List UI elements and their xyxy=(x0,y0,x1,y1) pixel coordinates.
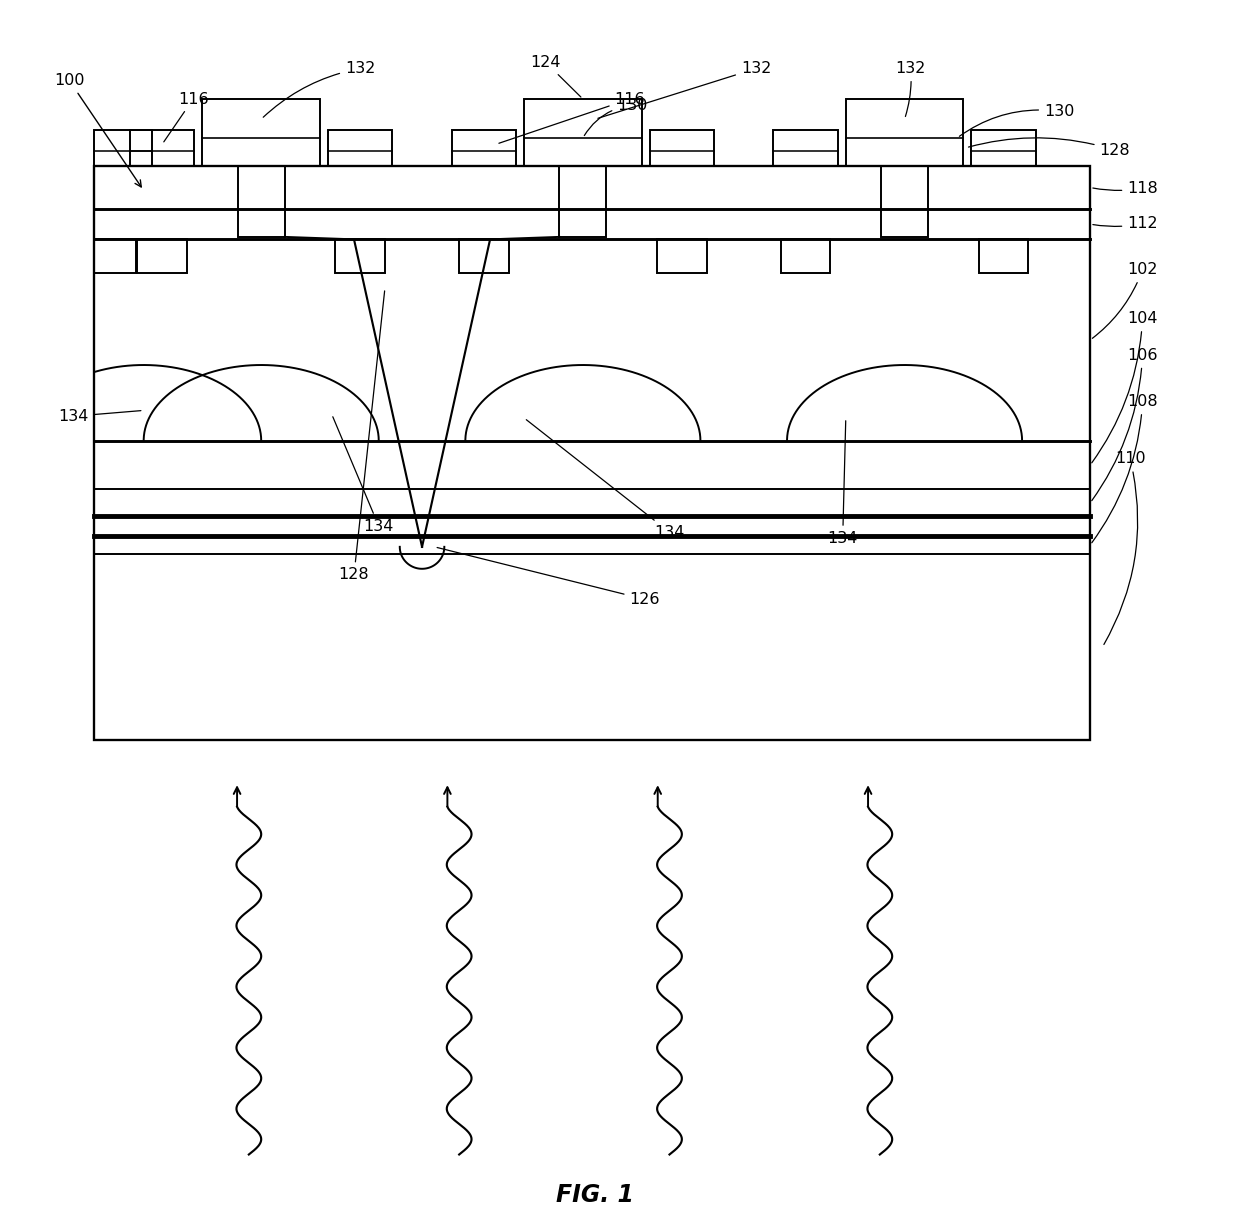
Text: 102: 102 xyxy=(1092,263,1158,339)
Text: 134: 134 xyxy=(526,419,684,539)
Bar xyxy=(781,240,831,274)
Bar xyxy=(559,166,606,237)
Bar xyxy=(329,130,392,166)
Text: 116: 116 xyxy=(498,92,645,143)
Text: 134: 134 xyxy=(827,421,858,545)
Text: 130: 130 xyxy=(584,98,647,136)
Text: 116: 116 xyxy=(164,92,208,142)
Text: 100: 100 xyxy=(55,73,141,187)
Bar xyxy=(130,130,195,166)
Bar xyxy=(138,240,187,274)
Bar xyxy=(525,99,641,166)
Text: 128: 128 xyxy=(968,138,1130,158)
Bar xyxy=(202,99,320,166)
Text: 118: 118 xyxy=(1092,181,1158,196)
Bar xyxy=(657,240,707,274)
Text: 132: 132 xyxy=(895,61,926,116)
Bar xyxy=(971,130,1035,166)
Bar xyxy=(882,166,928,237)
Text: 106: 106 xyxy=(1091,347,1158,500)
Text: 132: 132 xyxy=(263,61,376,117)
Bar xyxy=(978,240,1028,274)
Bar xyxy=(336,240,384,274)
Bar xyxy=(94,240,136,274)
Text: 128: 128 xyxy=(339,291,384,582)
Bar xyxy=(459,240,508,274)
Text: FIG. 1: FIG. 1 xyxy=(557,1183,634,1207)
Text: 126: 126 xyxy=(438,548,660,607)
Bar xyxy=(238,166,285,237)
Text: 134: 134 xyxy=(58,408,141,423)
Text: 124: 124 xyxy=(531,55,580,97)
Bar xyxy=(451,130,516,166)
Text: 110: 110 xyxy=(1104,451,1146,645)
Bar xyxy=(94,166,1090,740)
Text: 130: 130 xyxy=(960,104,1074,136)
Text: 132: 132 xyxy=(598,61,771,119)
Bar xyxy=(774,130,838,166)
Bar xyxy=(650,130,714,166)
Text: 134: 134 xyxy=(332,417,394,533)
Bar xyxy=(94,130,153,166)
Text: 108: 108 xyxy=(1091,394,1158,543)
Text: 112: 112 xyxy=(1092,216,1158,231)
Text: 104: 104 xyxy=(1091,311,1158,462)
Bar xyxy=(846,99,963,166)
